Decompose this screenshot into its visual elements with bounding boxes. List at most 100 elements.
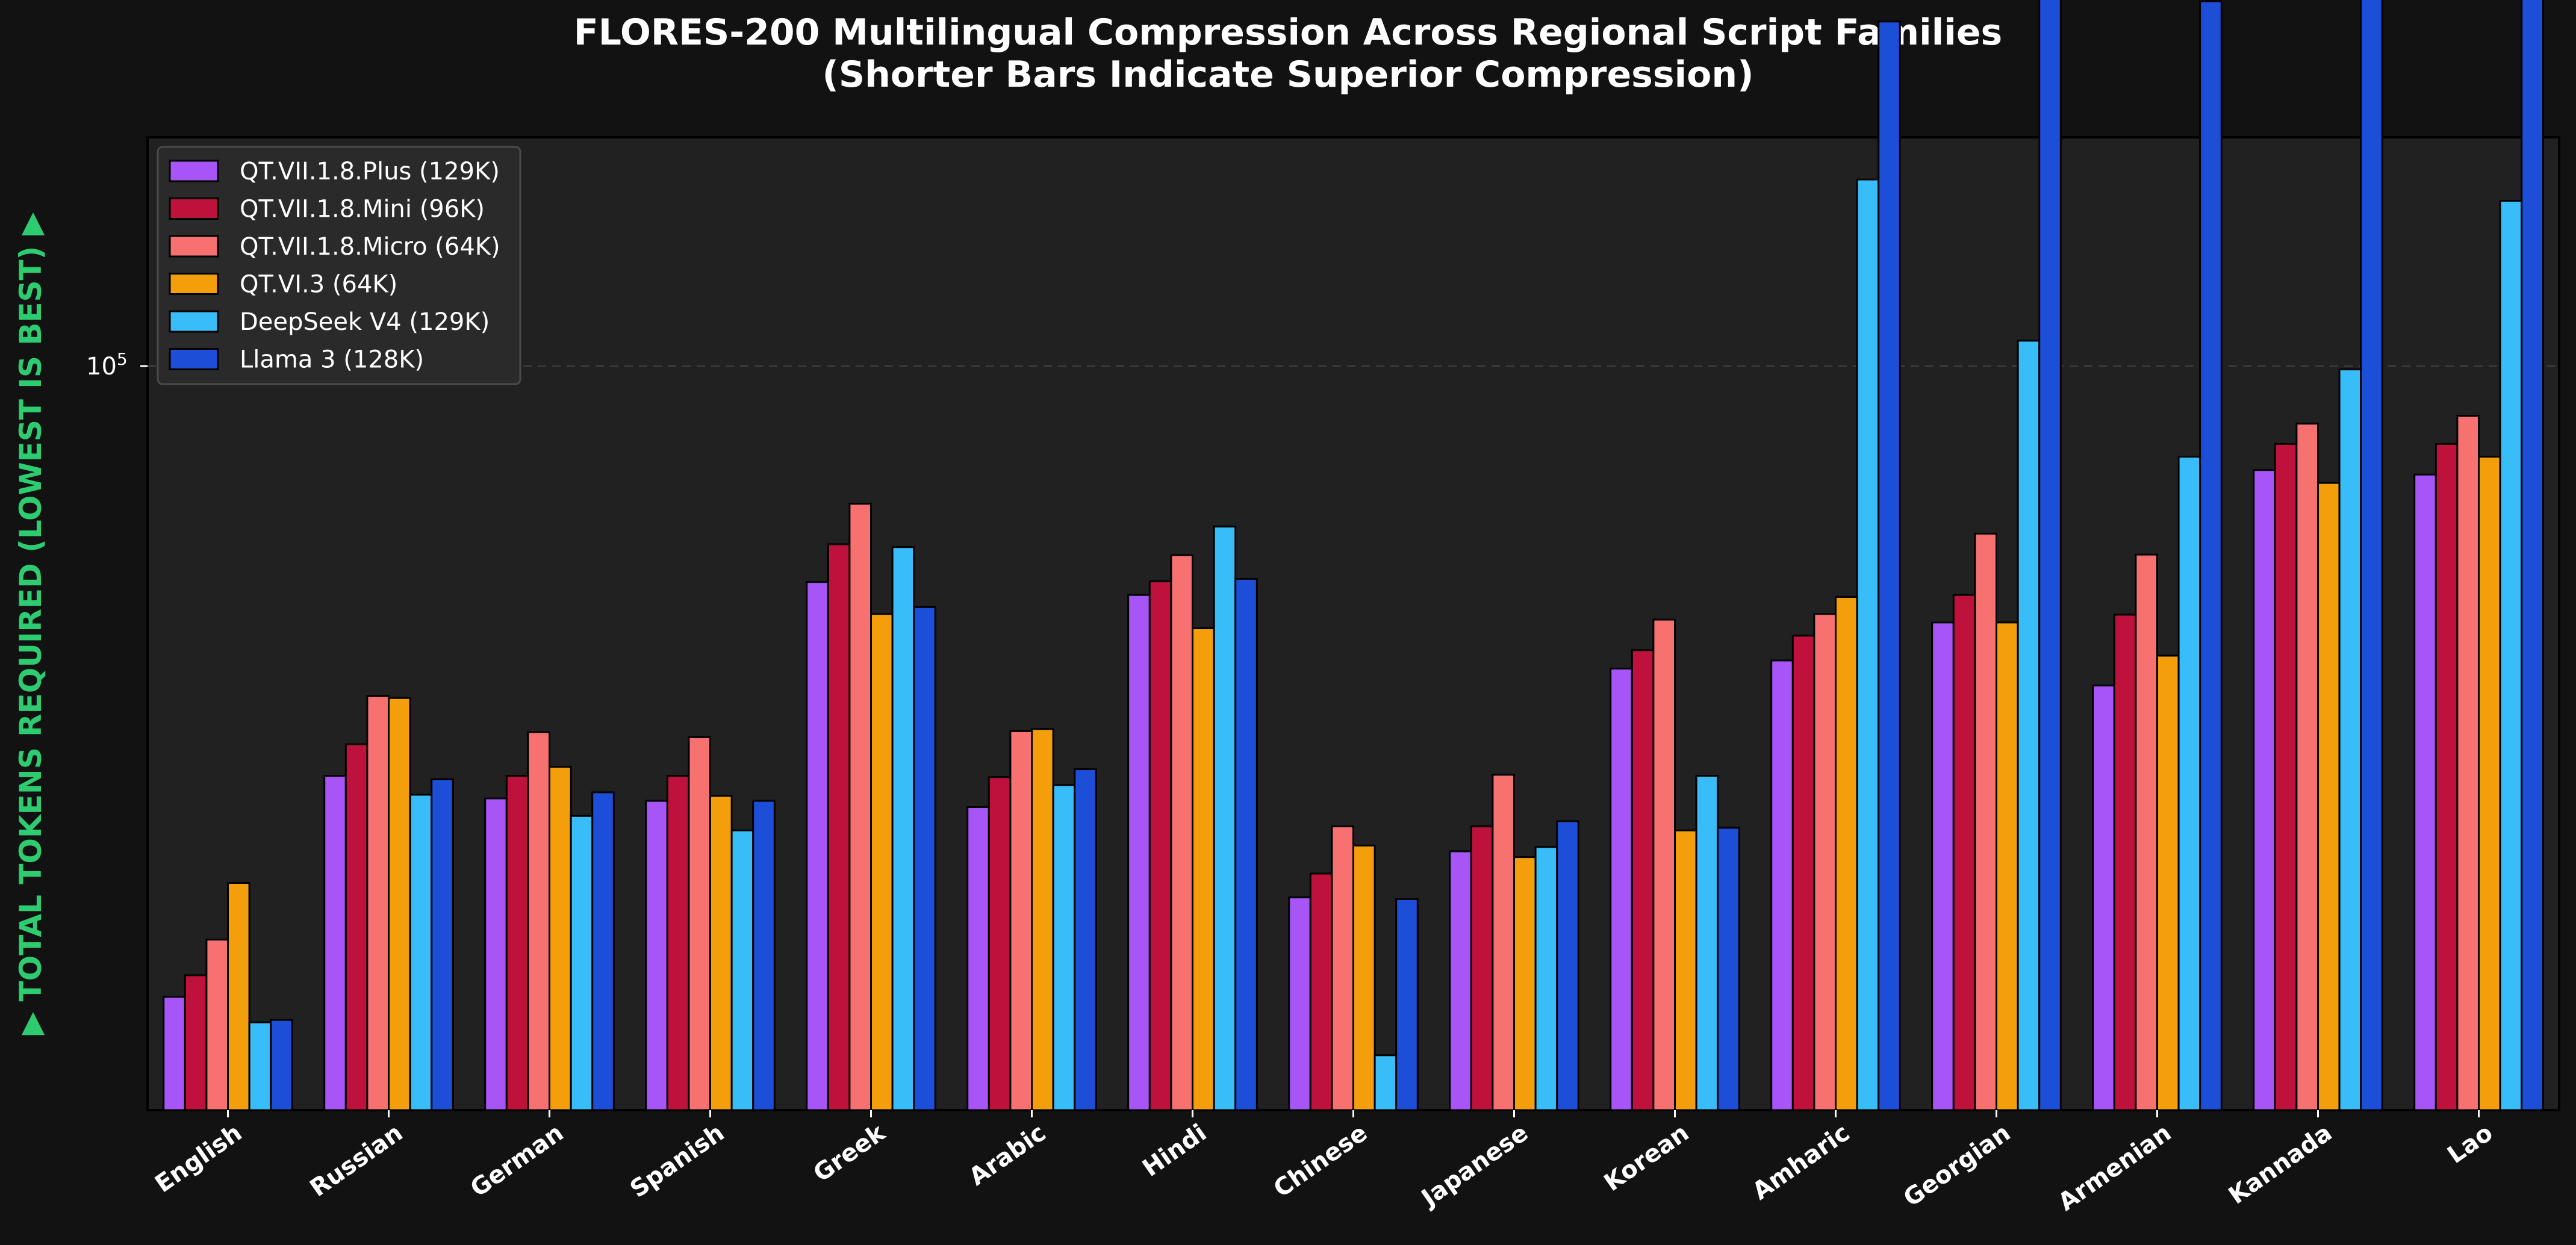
bar <box>570 815 594 1111</box>
bar <box>730 829 754 1111</box>
bar <box>505 775 529 1111</box>
bar <box>1513 856 1537 1111</box>
x-tick-label: Armenian <box>2053 1119 2176 1217</box>
bar <box>366 695 390 1111</box>
bar <box>1288 896 1311 1111</box>
chart-subtitle: (Shorter Bars Indicate Superior Compress… <box>822 54 1753 96</box>
bar <box>431 778 454 1111</box>
bar <box>2360 0 2383 1111</box>
legend-swatch <box>169 273 219 295</box>
x-tick-label: Greek <box>809 1119 891 1188</box>
bar-layer <box>163 0 2544 1111</box>
legend-frame <box>157 146 521 385</box>
bar <box>388 697 411 1111</box>
bar <box>1878 20 1901 1111</box>
bar <box>2499 199 2523 1111</box>
legend-swatch <box>169 197 219 220</box>
bar <box>2177 456 2201 1111</box>
x-tick-label: Georgian <box>1899 1119 2015 1212</box>
x-tick-label: Lao <box>2442 1119 2498 1170</box>
legend-swatch <box>169 348 219 370</box>
y-tick-label: 105 <box>86 349 128 380</box>
bar <box>645 799 668 1111</box>
bar <box>1009 730 1033 1111</box>
bar <box>688 736 712 1111</box>
bar <box>2017 340 2041 1111</box>
bar <box>1170 554 1194 1111</box>
bar <box>1331 825 1354 1111</box>
x-tick-label: Korean <box>1599 1119 1694 1197</box>
bar <box>2156 654 2180 1111</box>
bar <box>1556 820 1579 1111</box>
bar <box>2434 442 2459 1111</box>
bar <box>2456 415 2480 1111</box>
legend-label: QT.VII.1.8.Micro (64K) <box>240 233 500 261</box>
bar <box>1052 784 1076 1111</box>
bar <box>709 795 733 1111</box>
bar <box>870 613 894 1111</box>
bar <box>1695 775 1719 1111</box>
bar <box>205 939 229 1111</box>
bar <box>1074 768 1097 1111</box>
bar <box>666 775 690 1111</box>
bar <box>2295 423 2319 1111</box>
legend-label: DeepSeek V4 (129K) <box>240 308 490 336</box>
bar <box>2092 685 2115 1111</box>
x-tick-label: Spanish <box>625 1119 729 1203</box>
x-tick-label: Hindi <box>1137 1119 1212 1182</box>
bar <box>527 731 551 1111</box>
bar <box>1835 595 1858 1111</box>
bar <box>1127 594 1151 1111</box>
bar <box>549 766 572 1111</box>
legend-swatch <box>169 235 219 258</box>
bar <box>1717 827 1740 1111</box>
y-axis-label: ▶ TOTAL TOKENS REQUIRED (LOWEST IS BEST)… <box>13 212 48 1035</box>
bar <box>163 996 186 1111</box>
legend-label: QT.VI.3 (64K) <box>240 271 397 299</box>
bar <box>988 776 1012 1111</box>
bar <box>2521 0 2544 1111</box>
x-tick-label: English <box>150 1119 247 1199</box>
bar <box>1931 621 1955 1111</box>
bar <box>484 797 508 1111</box>
bar <box>2274 442 2298 1111</box>
bar <box>1610 668 1633 1111</box>
bar <box>1192 627 1215 1111</box>
legend-label: QT.VII.1.8.Plus (129K) <box>240 158 500 185</box>
bar <box>2113 613 2137 1111</box>
x-tick-label: Russian <box>305 1119 408 1203</box>
bar <box>1674 829 1697 1111</box>
bar <box>752 799 776 1111</box>
legend-items: QT.VII.1.8.Plus (129K) QT.VII.1.8.Mini (9… <box>169 158 500 374</box>
bar <box>2317 482 2341 1111</box>
y-tick-exponent: 5 <box>117 349 128 369</box>
bar <box>1952 594 1976 1111</box>
bar <box>1213 526 1237 1111</box>
bar <box>1470 825 1494 1111</box>
x-tick-label: Kannada <box>2224 1119 2337 1210</box>
x-tick-label: Japanese <box>1415 1119 1533 1213</box>
category-labels: English Russian German Spanish Greek Arabic Hi… <box>150 1119 2498 1217</box>
bar <box>1395 898 1419 1111</box>
bar <box>891 546 915 1111</box>
bar <box>227 882 250 1111</box>
bar <box>248 1021 272 1111</box>
bar <box>1974 532 1997 1111</box>
tick-layer: 105 <box>86 349 2480 1117</box>
legend-label: QT.VII.1.8.Mini (96K) <box>240 196 485 223</box>
bar <box>2038 0 2062 1111</box>
bar <box>1492 774 1515 1111</box>
bar <box>913 606 936 1111</box>
bar <box>2135 553 2158 1111</box>
chart-title: FLORES-200 Multilingual Compression Acro… <box>574 11 2003 54</box>
bar <box>1449 850 1472 1111</box>
legend: QT.VII.1.8.Plus (129K) QT.VII.1.8.Mini (9… <box>157 146 521 385</box>
bar <box>827 543 851 1111</box>
bar <box>344 743 369 1111</box>
bar <box>2338 368 2362 1111</box>
bar <box>409 793 433 1111</box>
bar <box>1652 618 1676 1111</box>
bar <box>1856 178 1880 1111</box>
x-tick-label: Chinese <box>1269 1119 1372 1203</box>
legend-swatch <box>169 160 219 182</box>
